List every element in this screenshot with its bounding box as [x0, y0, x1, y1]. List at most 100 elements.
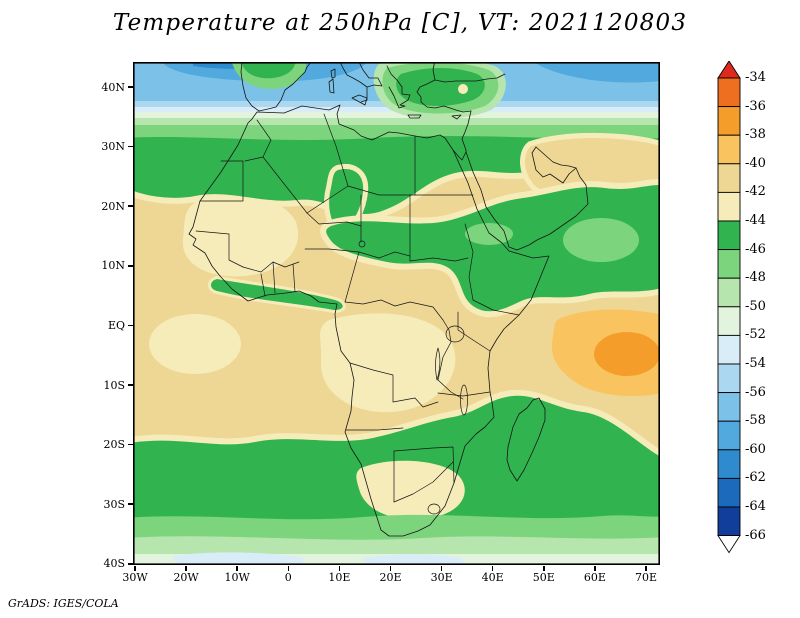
- colorbar-label: -46: [745, 241, 766, 257]
- border-western-sahara: [199, 160, 244, 202]
- lon-tick-mark: [440, 566, 443, 571]
- border-car-drc: [344, 299, 444, 321]
- lat-tick-label: EQ: [107, 318, 125, 332]
- colorbar-label: -44: [745, 213, 766, 228]
- colorbar-label: -42: [745, 184, 766, 200]
- lon-tick-label: 30W: [122, 571, 148, 584]
- colorbar-label: -34: [745, 70, 766, 85]
- border-guinea-belt: [242, 261, 300, 273]
- colorbar-triangle-bottom: [717, 535, 741, 554]
- lon-tick-mark: [287, 566, 290, 571]
- lat-tick-mark: [127, 443, 133, 446]
- field-green-sudan-east: [320, 179, 660, 318]
- turkey-coastline: [416, 73, 506, 113]
- field-paleblue-south-west: [172, 552, 304, 565]
- border-libya-south: [347, 185, 416, 196]
- lat-tick-mark: [127, 324, 133, 327]
- border-chad-car: [358, 251, 411, 259]
- lat-tick-label: 10N: [101, 259, 125, 273]
- lake-tanganyika: [435, 347, 441, 381]
- lat-tick-label: 30N: [101, 140, 125, 154]
- border-algeria-libya: [323, 113, 349, 187]
- colorbar-segment: [717, 334, 741, 365]
- corsica-coastline: [330, 68, 336, 79]
- italy-adriatic-coast: [358, 62, 383, 88]
- sinai-levant-coast: [452, 110, 472, 161]
- colorbar-label: -48: [745, 270, 766, 286]
- lat-tick-mark: [127, 563, 133, 565]
- colorbar-label: -60: [745, 441, 766, 457]
- lat-tick-mark: [127, 503, 133, 505]
- colorbar-segment: [717, 106, 741, 136]
- colorbar-segment: [717, 506, 741, 537]
- colorbar-segment: [717, 420, 741, 451]
- crete-coastline: [407, 114, 422, 119]
- lon-tick-label: 10E: [328, 571, 351, 584]
- colorbar-label: -54: [745, 356, 766, 371]
- border-senegal-mali: [195, 230, 244, 268]
- field-pale-west-africa: [182, 193, 299, 277]
- colorbar-label: -38: [745, 127, 766, 143]
- field-orange-core: [594, 332, 660, 376]
- field-pale-anatolia-spot: [458, 84, 468, 94]
- border-mali-niger: [306, 212, 362, 227]
- lon-tick-label: 0: [284, 571, 292, 584]
- lat-tick-mark: [127, 86, 133, 88]
- africa-coastline: [188, 104, 550, 537]
- lake-victoria: [445, 325, 465, 343]
- lat-tick-mark: [127, 145, 133, 148]
- colorbar-label: -36: [745, 98, 766, 114]
- lon-tick-mark: [645, 566, 647, 571]
- colorbar-segment: [717, 392, 741, 422]
- colorbar-segment: [717, 477, 741, 508]
- lat-tick-mark: [127, 384, 133, 386]
- colorbar-label: -52: [745, 327, 766, 343]
- sicily-coastline: [351, 94, 368, 106]
- colorbar-segment: [717, 449, 741, 479]
- colorbar-segment: [717, 163, 741, 193]
- temperature-map-canvas: [133, 62, 660, 565]
- border-algeria-mali: [262, 156, 308, 214]
- colorbar-label: -50: [745, 298, 766, 314]
- field-pale-gulf-guinea: [149, 314, 241, 374]
- lake-chad: [358, 240, 366, 248]
- border-nigeria-north: [304, 248, 360, 303]
- border-morocco-algeria: [244, 119, 272, 162]
- lon-tick-mark: [185, 566, 187, 571]
- arabia-coastline: [465, 146, 589, 251]
- border-south-africa-north: [393, 461, 454, 503]
- colorbar-label: -66: [745, 527, 766, 543]
- lon-tick-label: 40E: [481, 571, 504, 584]
- border-ethiopia: [464, 223, 520, 316]
- border-angola-drc: [349, 362, 439, 408]
- border-rift-lakes: [437, 319, 464, 400]
- colorbar-segment: [717, 77, 741, 108]
- border-lesotho: [427, 503, 441, 515]
- colorbar-segment: [717, 306, 741, 336]
- border-west-africa-verticals: [260, 261, 296, 297]
- lon-tick-label: 30E: [430, 571, 453, 584]
- colorbar-segment: [717, 363, 741, 394]
- colorbar-label: -40: [745, 155, 766, 171]
- lat-tick-label: 20N: [101, 199, 125, 213]
- colorbar-label: -62: [745, 470, 766, 486]
- colorbar-label: -64: [745, 499, 766, 514]
- colorbar-segment: [717, 220, 741, 251]
- lon-tick-mark: [236, 566, 238, 571]
- lake-malawi: [460, 384, 468, 416]
- field-ltgreen-ethiopia: [465, 223, 513, 245]
- lat-tick-mark: [127, 265, 133, 267]
- cyprus-coastline: [451, 114, 462, 120]
- madagascar-coastline: [506, 397, 546, 482]
- colorbar: [717, 60, 743, 557]
- border-tanzania-south: [437, 391, 491, 397]
- sardinia-coastline: [328, 78, 335, 94]
- lon-tick-label: 20W: [173, 571, 199, 584]
- field-green-aegean-core: [396, 68, 485, 106]
- lon-tick-mark: [594, 566, 596, 571]
- colorbar-svg: [717, 60, 741, 554]
- lon-tick-mark: [491, 566, 494, 571]
- lon-tick-label: 50E: [532, 571, 555, 584]
- lon-tick-label: 70E: [634, 571, 658, 584]
- lon-tick-label: 10W: [224, 571, 250, 584]
